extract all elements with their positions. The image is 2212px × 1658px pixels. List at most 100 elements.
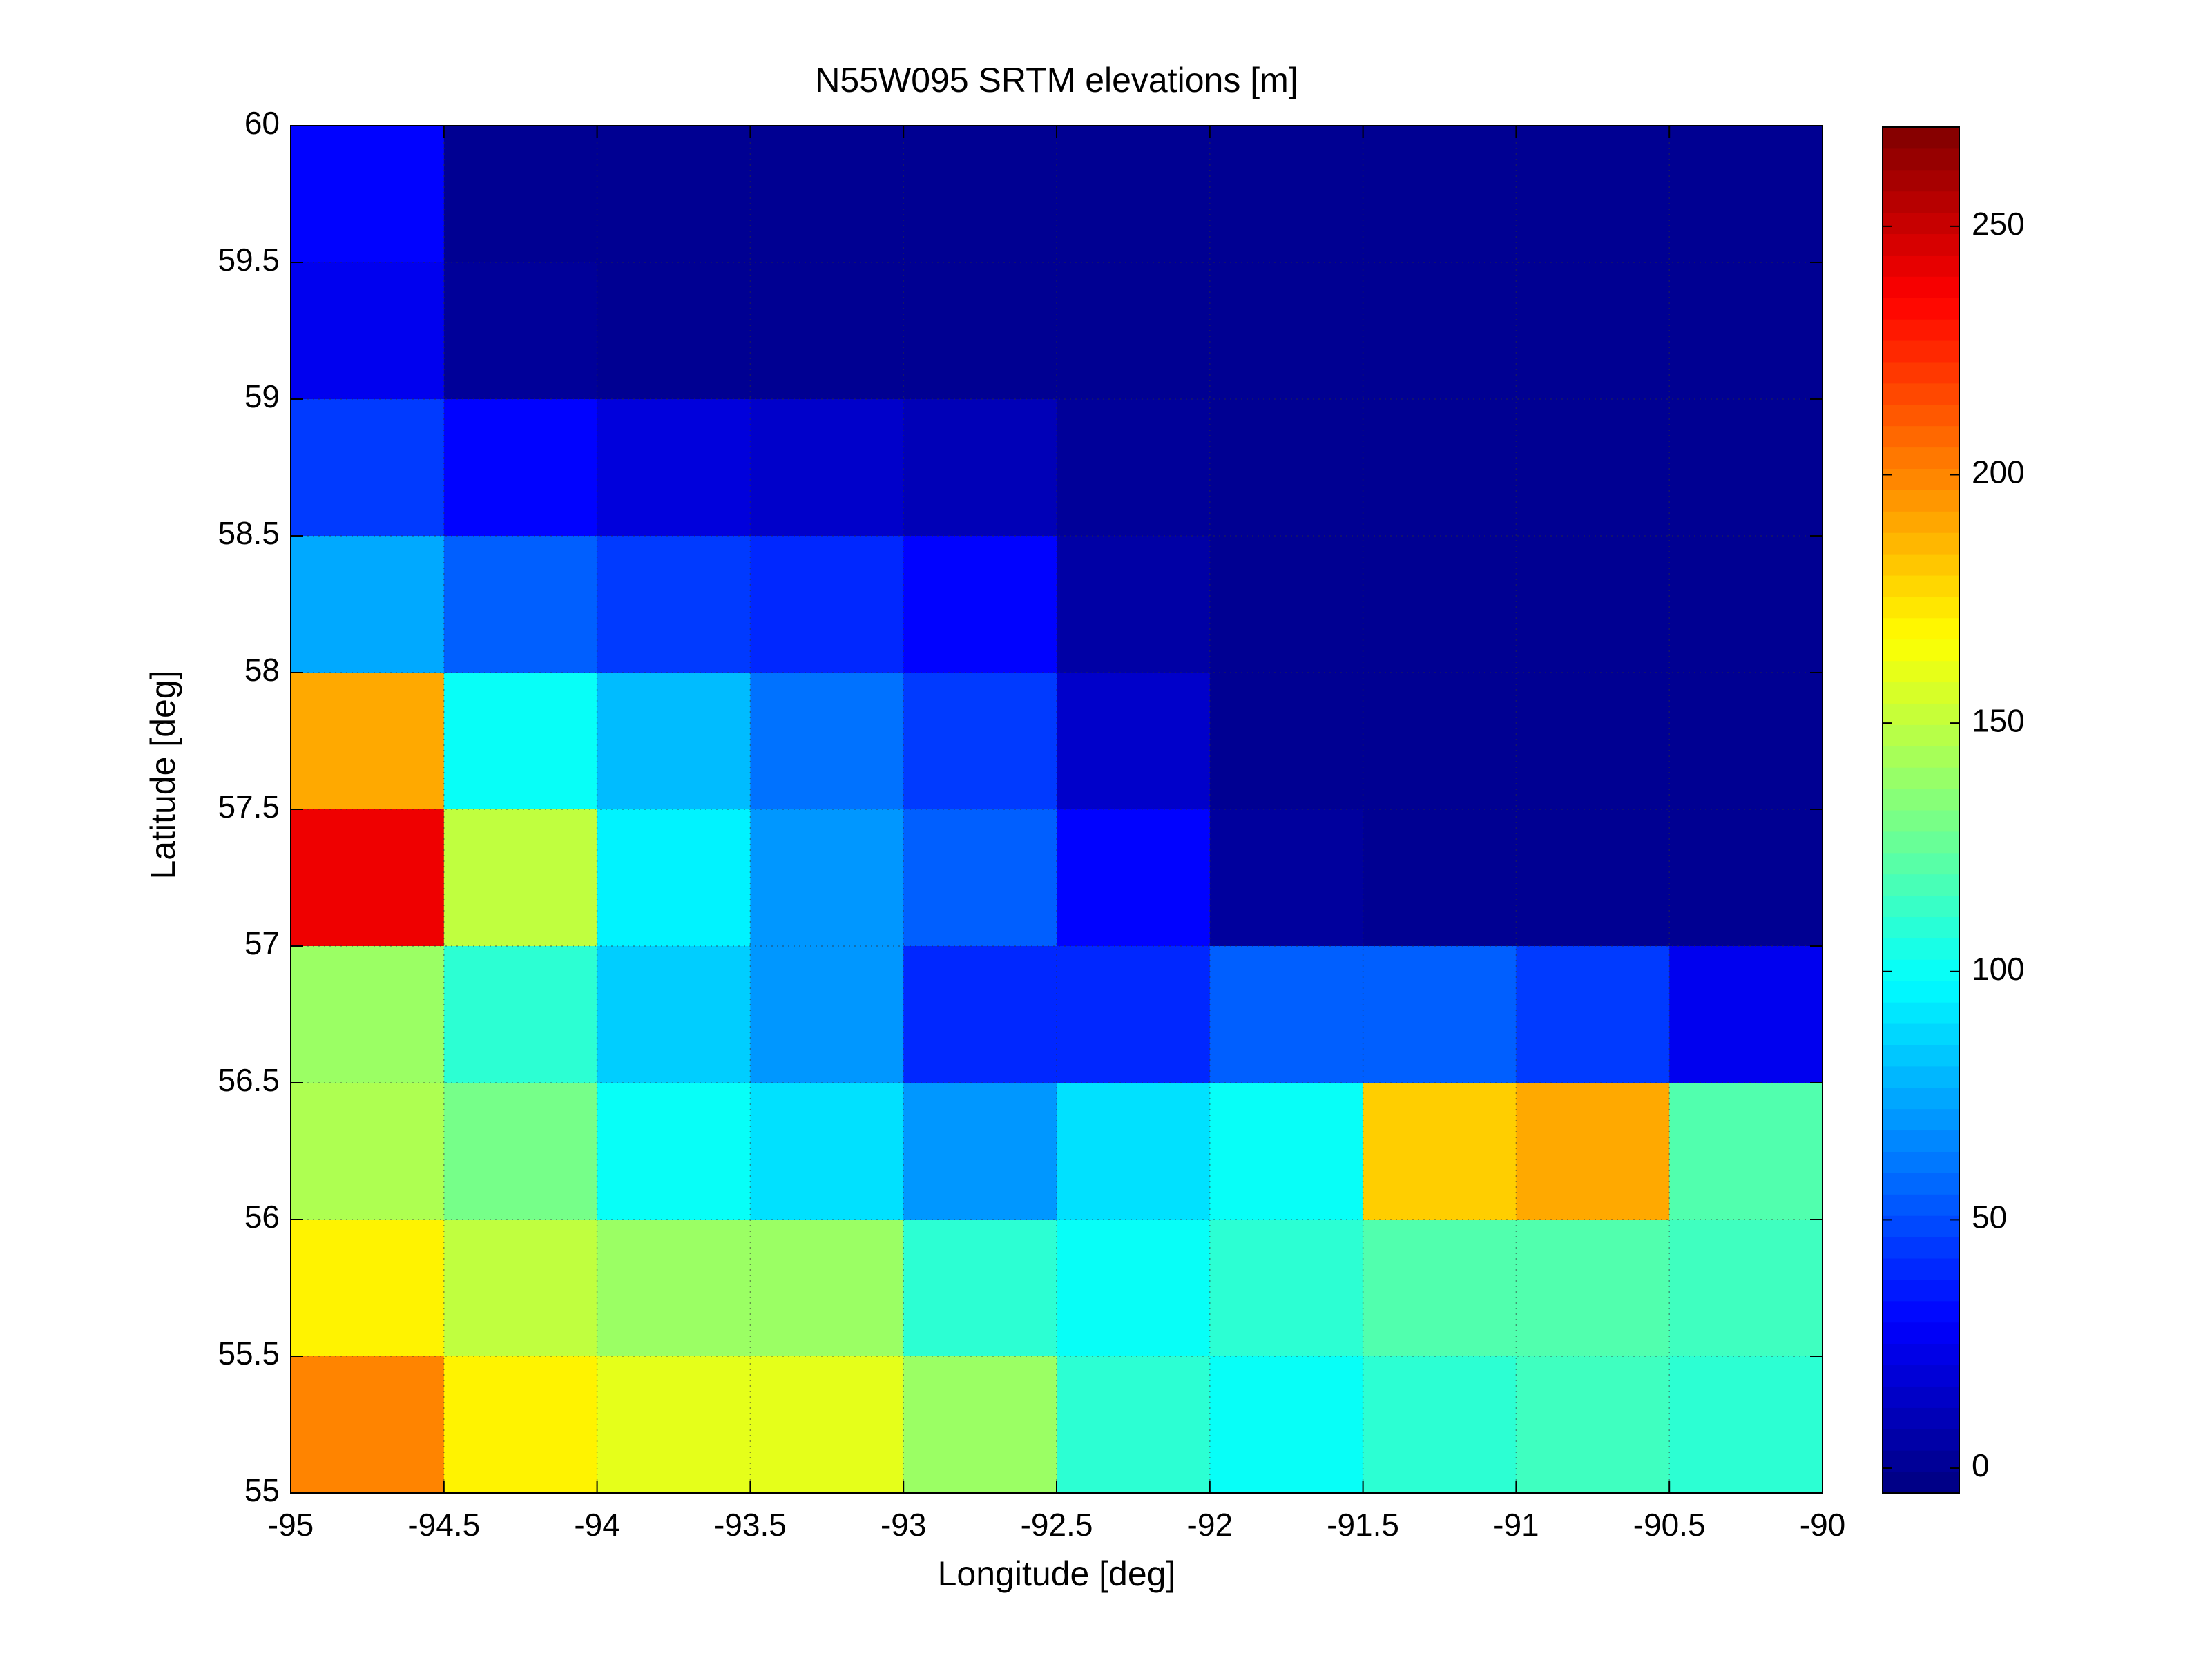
heat-cell — [443, 946, 598, 1083]
heat-cell — [903, 946, 1057, 1083]
colorbar-step — [1883, 895, 1959, 918]
heat-cell — [1209, 126, 1364, 263]
y-tick-label: 57 — [244, 925, 280, 961]
colorbar-step — [1883, 1237, 1959, 1259]
colorbar-step — [1883, 810, 1959, 832]
heat-cell — [443, 399, 598, 537]
heat-cell — [1363, 262, 1517, 400]
colorbar-step — [1883, 1450, 1959, 1472]
heat-cell — [1363, 399, 1517, 537]
colorbar-step — [1883, 532, 1959, 555]
colorbar-step — [1883, 1087, 1959, 1110]
colorbar-tick-label: 50 — [1972, 1199, 2007, 1235]
colorbar-step — [1883, 874, 1959, 896]
heat-cell — [750, 673, 904, 810]
x-tick-label: -94.5 — [407, 1507, 480, 1543]
colorbar-step — [1883, 938, 1959, 960]
heat-cell — [1516, 673, 1670, 810]
x-tick-label: -91.5 — [1327, 1507, 1399, 1543]
heat-cell — [1516, 126, 1670, 263]
heat-cell — [443, 1356, 598, 1494]
chart-title: N55W095 SRTM elevations [m] — [815, 61, 1298, 99]
heat-cell — [750, 399, 904, 537]
colorbar-step — [1883, 447, 1959, 469]
heat-cell — [443, 1083, 598, 1220]
colorbar-step — [1883, 660, 1959, 683]
heat-cell — [1363, 1083, 1517, 1220]
colorbar-step — [1883, 1002, 1959, 1024]
heat-cell — [1669, 946, 1823, 1083]
colorbar-step — [1883, 148, 1959, 171]
heat-cell — [1209, 1356, 1364, 1494]
colorbar-tick-label: 0 — [1972, 1447, 1990, 1483]
colorbar-step — [1883, 1044, 1959, 1067]
heat-cell — [750, 126, 904, 263]
heat-cell — [1516, 946, 1670, 1083]
heat-cell — [597, 946, 751, 1083]
heat-cell — [1669, 809, 1823, 947]
colorbar-step — [1883, 554, 1959, 576]
colorbar-step — [1883, 1386, 1959, 1408]
heat-cell — [903, 126, 1057, 263]
heat-cell — [1363, 1220, 1517, 1357]
heat-cell — [291, 126, 445, 263]
heat-cell — [1057, 126, 1211, 263]
colorbar-step — [1883, 169, 1959, 192]
heat-cell — [291, 673, 445, 810]
heat-cell — [1209, 1083, 1364, 1220]
heat-cell — [597, 126, 751, 263]
heat-cell — [1057, 673, 1211, 810]
y-tick-label: 58 — [244, 652, 280, 688]
x-tick-label: -93 — [881, 1507, 926, 1543]
heat-cell — [1209, 809, 1364, 947]
colorbar-tick-label: 100 — [1972, 951, 2025, 987]
colorbar-step — [1883, 319, 1959, 341]
colorbar-step — [1883, 383, 1959, 405]
heat-cell — [903, 399, 1057, 537]
heat-cell — [443, 809, 598, 947]
colorbar-step — [1883, 340, 1959, 363]
x-tick-label: -95 — [268, 1507, 314, 1543]
colorbar-step — [1883, 959, 1959, 981]
heat-cell — [1209, 399, 1364, 537]
x-tick-label: -92 — [1187, 1507, 1233, 1543]
heat-cell — [1516, 399, 1670, 537]
heat-cell — [1669, 1220, 1823, 1357]
colorbar-step — [1883, 682, 1959, 704]
heat-cell — [903, 536, 1057, 673]
colorbar-step — [1883, 1343, 1959, 1366]
heat-cell — [750, 536, 904, 673]
heat-cell — [443, 126, 598, 263]
y-tick-label: 55.5 — [218, 1336, 280, 1371]
x-axis-label: Longitude [deg] — [938, 1554, 1176, 1593]
colorbar-step — [1883, 1173, 1959, 1195]
heat-cell — [1516, 536, 1670, 673]
heat-cell — [1057, 809, 1211, 947]
colorbar-step — [1883, 1194, 1959, 1216]
heat-cell — [1669, 536, 1823, 673]
colorbar-step — [1883, 852, 1959, 875]
colorbar-step — [1883, 1023, 1959, 1045]
y-tick-label: 56 — [244, 1199, 280, 1235]
heat-cell — [1057, 536, 1211, 673]
heat-cell — [1209, 536, 1364, 673]
x-tick-label: -94 — [574, 1507, 619, 1543]
heat-cell — [903, 809, 1057, 947]
y-tick-label: 55 — [244, 1472, 280, 1508]
colorbar-step — [1883, 1279, 1959, 1302]
x-tick-label: -91 — [1493, 1507, 1539, 1543]
heat-cell — [1057, 1083, 1211, 1220]
heat-cell — [1669, 1083, 1823, 1220]
colorbar-step — [1883, 1429, 1959, 1451]
y-axis-label: Latitude [deg] — [144, 670, 182, 879]
heat-cell — [597, 262, 751, 400]
heat-cell — [750, 1356, 904, 1494]
colorbar-step — [1883, 212, 1959, 235]
heat-cell — [597, 536, 751, 673]
y-tick-label: 57.5 — [218, 789, 280, 825]
heat-cell — [291, 946, 445, 1083]
colorbar-step — [1883, 724, 1959, 746]
x-tick-label: -90.5 — [1633, 1507, 1706, 1543]
colorbar-step — [1883, 404, 1959, 427]
heat-cell — [291, 536, 445, 673]
